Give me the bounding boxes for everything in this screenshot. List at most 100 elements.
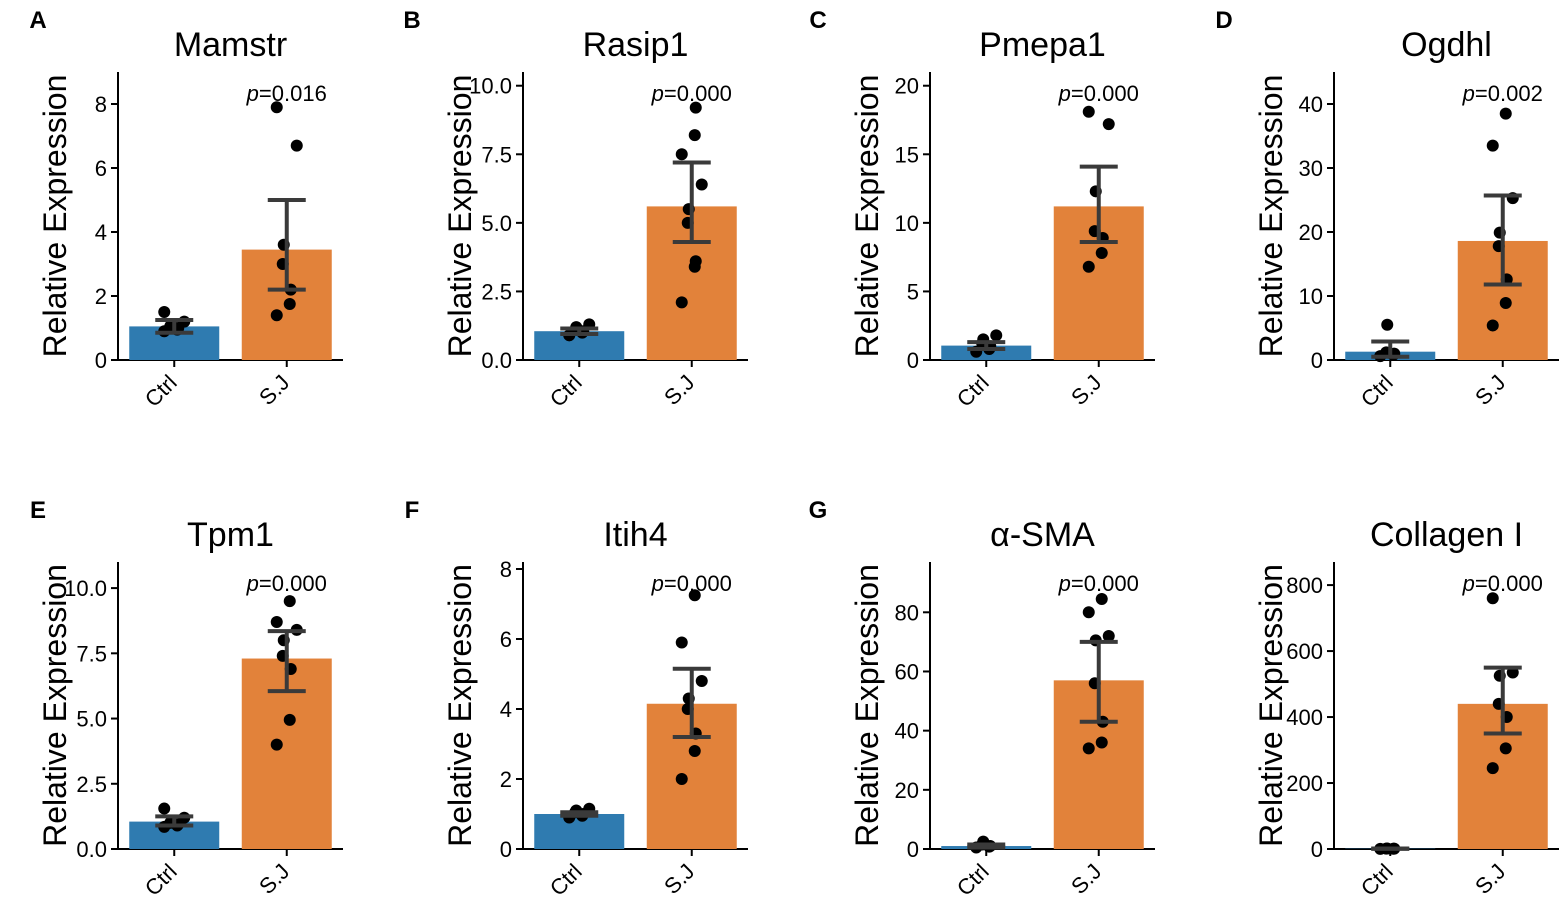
x-tick-label: Ctrl bbox=[140, 859, 182, 901]
data-point bbox=[1486, 139, 1499, 152]
y-tick-label: 0 bbox=[907, 348, 919, 373]
chart-title: Rasip1 bbox=[583, 26, 689, 64]
data-point bbox=[688, 129, 701, 142]
y-tick-label: 5.0 bbox=[76, 707, 107, 732]
p-value-label: p=0.000 bbox=[1462, 571, 1543, 596]
y-tick-label: 6 bbox=[500, 627, 512, 652]
data-point bbox=[1381, 318, 1394, 331]
panel-letter: B bbox=[403, 7, 420, 34]
data-point bbox=[675, 773, 688, 785]
x-tick-label: S.J bbox=[659, 370, 699, 410]
y-axis-label: Relative Expression bbox=[37, 564, 73, 847]
y-axis-label: Relative Expression bbox=[849, 75, 885, 358]
data-point bbox=[1486, 319, 1499, 332]
y-axis-label: Relative Expression bbox=[37, 75, 73, 358]
data-point bbox=[1499, 297, 1512, 310]
y-tick-label: 20 bbox=[895, 778, 919, 803]
data-point bbox=[675, 296, 688, 309]
x-tick-label: S.J bbox=[1066, 370, 1106, 410]
panel-letter: C bbox=[809, 7, 826, 34]
y-tick-label: 0.0 bbox=[481, 348, 512, 373]
y-tick-label: 5 bbox=[907, 279, 919, 304]
y-tick-label: 0 bbox=[95, 348, 107, 373]
x-tick-label: Ctrl bbox=[952, 370, 994, 412]
y-tick-label: 20 bbox=[895, 74, 919, 99]
y-tick-label: 7.5 bbox=[481, 142, 512, 167]
y-axis-label: Relative Expression bbox=[849, 564, 885, 847]
y-tick-label: 0 bbox=[1311, 348, 1323, 373]
data-point bbox=[1082, 606, 1095, 619]
y-tick-label: 40 bbox=[895, 719, 919, 744]
data-point bbox=[270, 309, 283, 322]
data-point bbox=[689, 101, 702, 114]
x-tick-label: Ctrl bbox=[952, 859, 994, 901]
y-tick-label: 2.5 bbox=[76, 772, 107, 797]
y-tick-label: 800 bbox=[1286, 573, 1323, 598]
x-tick-label: Ctrl bbox=[1356, 370, 1398, 412]
y-tick-label: 10 bbox=[1299, 284, 1323, 309]
chart-title: Collagen I bbox=[1370, 516, 1523, 554]
x-tick-label: S.J bbox=[254, 370, 294, 410]
y-tick-label: 4 bbox=[95, 220, 107, 245]
chart-panel: Collagen I Relative Expression 0 200 400 600 8… bbox=[1253, 516, 1559, 901]
y-tick-label: 8 bbox=[95, 92, 107, 117]
data-point bbox=[270, 101, 283, 114]
data-point bbox=[1082, 260, 1095, 273]
y-tick-label: 80 bbox=[895, 600, 919, 625]
data-point bbox=[290, 139, 303, 152]
panel-letter: D bbox=[1215, 7, 1232, 34]
y-tick-label: 15 bbox=[895, 142, 919, 167]
chart-panel: D Ogdhl Relative Expression 0 10 20 30 40 Ctrl S.… bbox=[1215, 7, 1559, 412]
data-point bbox=[1095, 736, 1108, 749]
p-value-label: p=0.016 bbox=[246, 81, 327, 106]
p-value-label: p=0.000 bbox=[651, 81, 732, 106]
data-point bbox=[1095, 247, 1108, 260]
p-value-label: p=0.000 bbox=[1058, 81, 1139, 106]
data-point bbox=[695, 178, 708, 191]
y-tick-label: 2.5 bbox=[481, 279, 512, 304]
p-value-label: p=0.000 bbox=[246, 571, 327, 596]
y-tick-label: 20 bbox=[1299, 220, 1323, 245]
x-tick-label: S.J bbox=[1470, 370, 1510, 410]
y-tick-label: 10.0 bbox=[469, 74, 512, 99]
y-axis-label: Relative Expression bbox=[442, 75, 478, 358]
y-tick-label: 4 bbox=[500, 697, 512, 722]
y-tick-label: 40 bbox=[1299, 92, 1323, 117]
p-value-label: p=0.000 bbox=[651, 571, 732, 596]
chart-panel: A Mamstr Relative Expression 0 2 4 6 8 Ctrl S.J p=… bbox=[29, 7, 343, 412]
y-tick-label: 5.0 bbox=[481, 211, 512, 236]
x-tick-label: S.J bbox=[1066, 859, 1106, 899]
x-tick-label: Ctrl bbox=[140, 370, 182, 412]
panel-letter: G bbox=[809, 497, 828, 524]
chart-title: α-SMA bbox=[990, 516, 1095, 554]
y-tick-label: 400 bbox=[1286, 705, 1323, 730]
data-point bbox=[1095, 592, 1108, 605]
data-point bbox=[158, 802, 171, 815]
panel-letter: E bbox=[30, 497, 46, 524]
y-tick-label: 6 bbox=[95, 156, 107, 181]
y-axis-label: Relative Expression bbox=[1253, 75, 1289, 358]
data-point bbox=[695, 675, 708, 687]
y-axis-label: Relative Expression bbox=[442, 564, 478, 847]
y-tick-label: 7.5 bbox=[76, 641, 107, 666]
y-tick-label: 10 bbox=[895, 211, 919, 236]
y-tick-label: 30 bbox=[1299, 156, 1323, 181]
y-tick-label: 0.0 bbox=[76, 837, 107, 862]
chart-panel: F Itih4 Relative Expression 0 2 4 6 8 Ctrl S.J p=0… bbox=[405, 497, 748, 901]
data-point bbox=[1486, 762, 1499, 775]
chart-title: Pmepa1 bbox=[979, 26, 1106, 64]
data-point bbox=[1486, 592, 1499, 605]
chart-title: Tpm1 bbox=[187, 516, 274, 554]
chart-panel: Gα-SMA Relative Expression 0 20 40 60 80 Ctrl S.… bbox=[809, 497, 1155, 901]
chart-title: Itih4 bbox=[603, 516, 667, 554]
data-point bbox=[990, 329, 1003, 342]
data-point bbox=[1102, 629, 1115, 642]
y-tick-label: 2 bbox=[95, 284, 107, 309]
p-value-label: p=0.002 bbox=[1462, 81, 1543, 106]
chart-title: Ogdhl bbox=[1401, 26, 1492, 64]
data-point bbox=[675, 636, 688, 649]
data-point bbox=[1082, 105, 1095, 118]
